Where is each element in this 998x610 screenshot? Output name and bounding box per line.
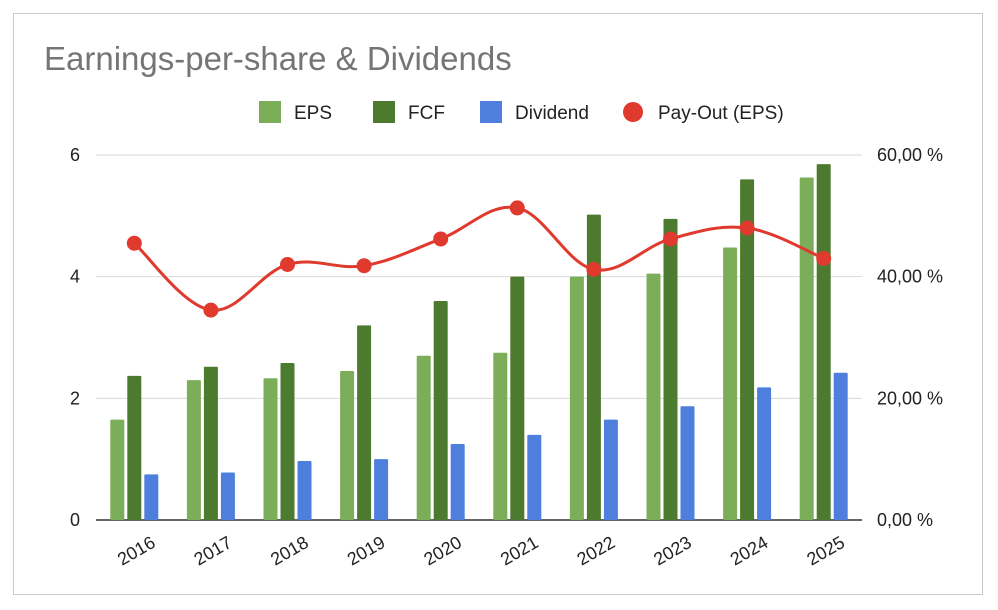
- x-tick-label: 2020: [420, 532, 465, 569]
- bar-eps-2023: [646, 273, 661, 520]
- y-tick-label: 4: [70, 267, 80, 287]
- x-tick-label: 2016: [114, 532, 159, 569]
- x-tick-label: 2019: [344, 532, 389, 569]
- y-tick-label: 2: [70, 388, 80, 408]
- payout-point-2019: [356, 258, 372, 274]
- payout-point-2023: [663, 231, 678, 247]
- bar-dividend-2017: [220, 472, 235, 520]
- bar-fcf-2016: [127, 375, 142, 520]
- bar-eps-2018: [263, 378, 278, 520]
- x-tick-label: 2022: [574, 532, 619, 569]
- x-tick-label: 2023: [650, 532, 695, 569]
- payout-point-2016: [126, 235, 142, 251]
- payout-line: [126, 200, 832, 318]
- bar-fcf-2022: [586, 214, 601, 520]
- bar-dividend-2023: [680, 406, 695, 520]
- legend-label-dividend: Dividend: [515, 103, 589, 124]
- x-tick-label: 2018: [267, 532, 312, 569]
- bar-eps-2016: [110, 419, 125, 520]
- y2-tick-label: 40,00 %: [877, 267, 943, 287]
- bar-fcf-2020: [433, 301, 448, 520]
- payout-point-2017: [203, 302, 219, 318]
- y2-tick-label: 60,00 %: [877, 145, 943, 165]
- payout-point-2020: [433, 231, 449, 247]
- bar-eps-2021: [493, 352, 508, 520]
- x-tick-label: 2021: [497, 532, 542, 569]
- bar-fcf-2024: [740, 179, 755, 521]
- legend-label-fcf: FCF: [408, 103, 445, 124]
- bar-fcf-2019: [357, 325, 372, 520]
- bar-eps-2017: [186, 380, 201, 520]
- bar-eps-2020: [416, 355, 431, 520]
- bar-eps-2022: [569, 276, 584, 520]
- bar-dividend-2022: [603, 419, 618, 520]
- y2-tick-label: 20,00 %: [877, 388, 943, 408]
- bar-dividend-2018: [297, 460, 312, 520]
- bar-fcf-2021: [510, 276, 525, 520]
- legend-swatch-fcf: [373, 101, 395, 123]
- chart-title: Earnings-per-share & Dividends: [44, 40, 512, 77]
- x-tick-label: 2017: [191, 532, 236, 569]
- y-tick-label: 0: [70, 510, 80, 530]
- payout-point-2018: [280, 257, 295, 272]
- bar-fcf-2018: [280, 363, 295, 520]
- payout-point-2022: [586, 261, 602, 277]
- bar-eps-2025: [799, 177, 814, 520]
- x-tick-label: 2025: [803, 532, 848, 569]
- bar-eps-2024: [723, 247, 738, 520]
- bar-dividend-2021: [527, 434, 542, 520]
- payout-point-2021: [509, 200, 525, 216]
- legend-label-eps: EPS: [294, 103, 332, 124]
- legend-label-pay-out-eps-: Pay-Out (EPS): [658, 103, 784, 124]
- legend-swatch-eps: [259, 101, 281, 123]
- bar-eps-2019: [340, 370, 355, 520]
- payout-line-path: [133, 205, 825, 312]
- payout-point-2024: [739, 220, 755, 236]
- bar-dividend-2024: [757, 387, 772, 520]
- bar-dividend-2025: [833, 372, 848, 520]
- legend: EPS FCF Dividend Pay-Out (EPS): [259, 101, 784, 124]
- legend-swatch-pay-out-eps-: [623, 102, 643, 122]
- legend-swatch-dividend: [480, 101, 502, 123]
- bar-fcf-2025: [816, 164, 831, 520]
- payout-point-2025: [816, 250, 832, 266]
- bar-fcf-2023: [663, 218, 678, 520]
- bar-dividend-2020: [450, 443, 465, 520]
- y2-tick-label: 0,00 %: [877, 510, 933, 530]
- bars: [110, 164, 848, 521]
- x-tick-label: 2024: [727, 532, 772, 569]
- y-tick-label: 6: [70, 145, 80, 165]
- bar-fcf-2017: [203, 366, 218, 520]
- bar-dividend-2016: [144, 474, 159, 520]
- bar-dividend-2019: [374, 459, 389, 520]
